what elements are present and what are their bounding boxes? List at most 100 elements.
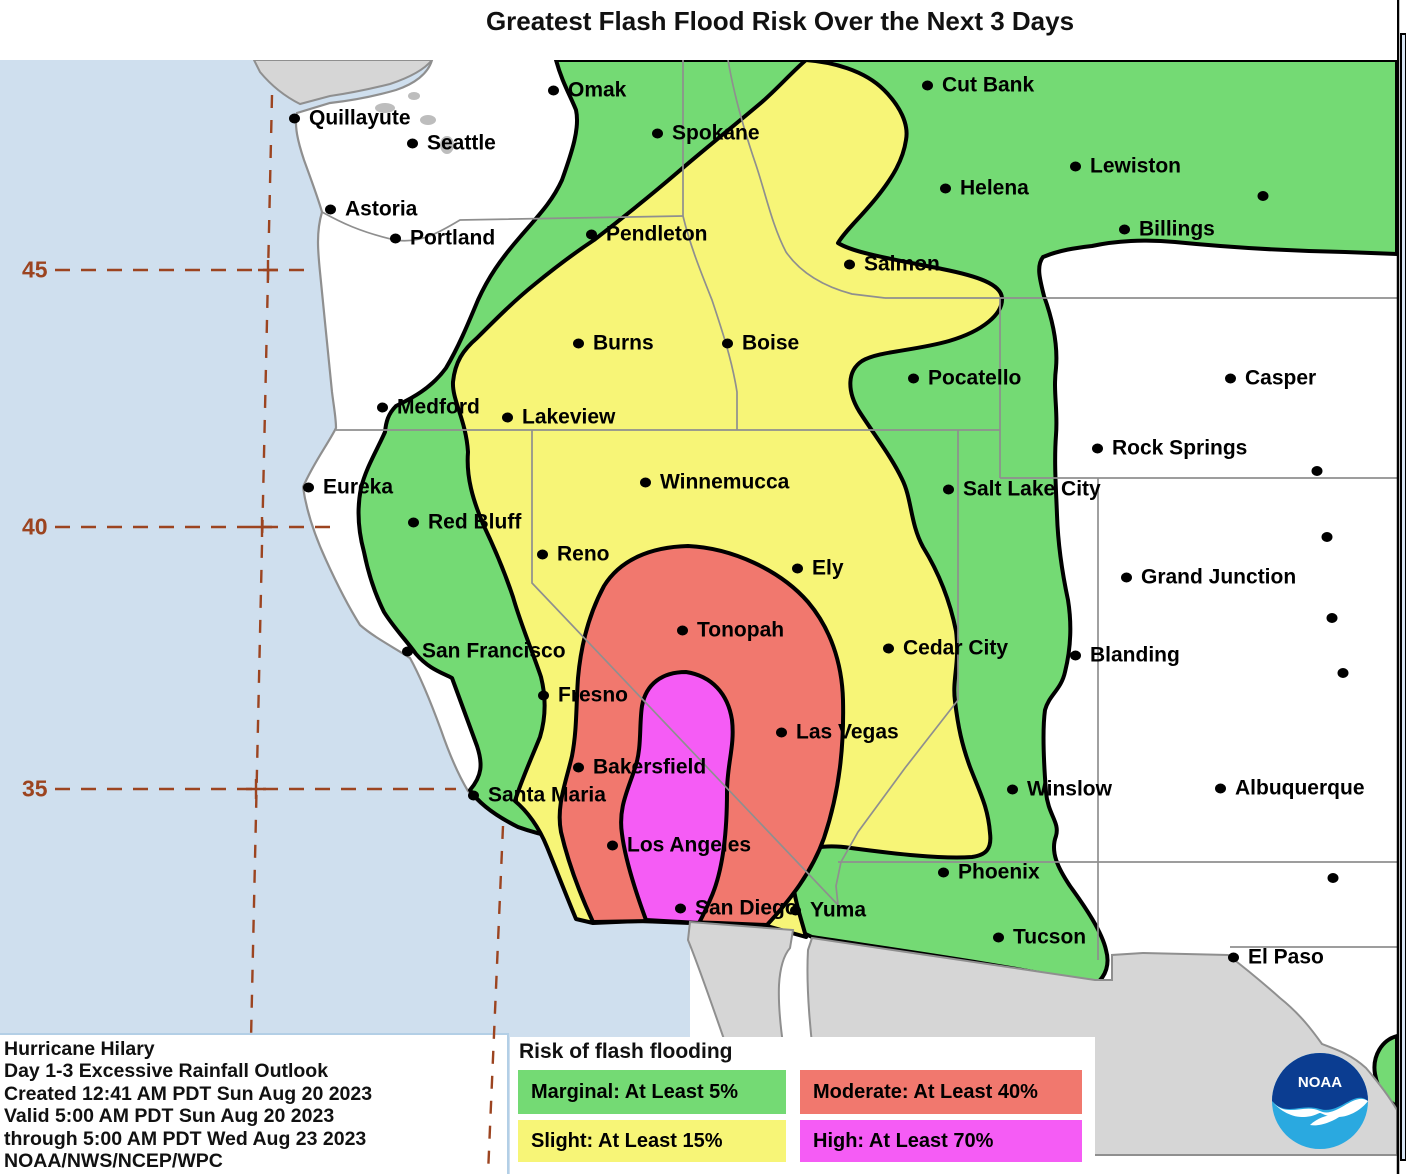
city-label: Helena bbox=[960, 176, 1029, 200]
city-label: Pendleton bbox=[606, 222, 708, 246]
city-label: Medford bbox=[397, 395, 480, 419]
city-dot-unlabeled bbox=[1327, 873, 1339, 883]
city-dot-unlabeled bbox=[1257, 191, 1269, 201]
city-dot bbox=[883, 643, 894, 653]
city-marker: Winslow bbox=[1007, 779, 1112, 800]
city-dot bbox=[792, 563, 803, 573]
city-label: Eureka bbox=[323, 475, 394, 499]
city-dot bbox=[640, 477, 651, 487]
city-dot bbox=[1007, 784, 1018, 794]
city-label: Winnemucca bbox=[660, 470, 790, 494]
city-dot-unlabeled bbox=[1326, 613, 1338, 623]
city-marker: Omak bbox=[548, 80, 626, 101]
city-label: Winslow bbox=[1027, 777, 1112, 801]
city-marker: Astoria bbox=[325, 199, 417, 220]
info-line: through 5:00 AM PDT Wed Aug 23 2023 bbox=[4, 1127, 367, 1150]
city-marker: Yuma bbox=[790, 900, 866, 921]
legend: Risk of flash flooding Marginal: At Leas… bbox=[510, 1037, 1095, 1174]
city-marker: Red Bluff bbox=[408, 512, 521, 533]
city-label: Casper bbox=[1245, 366, 1317, 390]
city-dot bbox=[722, 338, 733, 348]
city-marker: Tucson bbox=[993, 927, 1086, 948]
city-marker: Bakersfield bbox=[573, 757, 706, 778]
city-label: Tonopah bbox=[697, 618, 785, 642]
city-dot bbox=[938, 867, 949, 877]
city-dot bbox=[537, 549, 548, 559]
city-label: Blanding bbox=[1090, 643, 1180, 667]
city-label: Cut Bank bbox=[942, 73, 1035, 97]
city-dot bbox=[325, 204, 336, 214]
city-dot bbox=[1092, 443, 1103, 453]
city-label: Santa Maria bbox=[488, 783, 606, 807]
city-dot bbox=[502, 412, 513, 422]
city-dot bbox=[303, 482, 314, 492]
city-dot bbox=[289, 113, 300, 123]
city-dot bbox=[1215, 783, 1226, 793]
city-dot bbox=[790, 905, 801, 915]
city-dot bbox=[776, 727, 787, 737]
city-marker: Medford bbox=[377, 397, 480, 418]
city-dot bbox=[1121, 572, 1132, 582]
city-label: San Diego bbox=[695, 896, 798, 920]
city-dot-unlabeled bbox=[1311, 466, 1323, 476]
city-dot bbox=[940, 183, 951, 193]
city-marker: Cedar City bbox=[883, 638, 1008, 659]
city-dot bbox=[407, 138, 418, 148]
city-label: El Paso bbox=[1248, 945, 1324, 969]
state-borders bbox=[321, 59, 1397, 960]
city-label: Lewiston bbox=[1090, 154, 1182, 178]
city-dot bbox=[675, 903, 686, 913]
city-label: Yuma bbox=[810, 898, 867, 922]
city-marker: Reno bbox=[537, 544, 610, 565]
city-marker: El Paso bbox=[1228, 947, 1324, 968]
city-marker: Fresno bbox=[538, 685, 628, 706]
city-label: Billings bbox=[1139, 217, 1215, 241]
city-label: Red Bluff bbox=[428, 510, 522, 534]
city-marker: Las Vegas bbox=[776, 722, 899, 743]
city-label: Salmon bbox=[864, 252, 940, 276]
city-label: Phoenix bbox=[958, 860, 1040, 884]
city-label: Fresno bbox=[558, 683, 629, 707]
city-dot bbox=[468, 790, 479, 800]
latitude-label: 35 bbox=[22, 775, 48, 802]
city-label: Grand Junction bbox=[1141, 565, 1297, 589]
city-label: Pocatello bbox=[928, 366, 1022, 390]
noaa-logo-text: NOAA bbox=[1298, 1074, 1342, 1091]
city-marker: Billings bbox=[1119, 219, 1215, 240]
city-dot bbox=[390, 233, 401, 243]
city-label: Tucson bbox=[1013, 925, 1087, 949]
right-panel-edge bbox=[1396, 0, 1406, 1174]
city-marker: Grand Junction bbox=[1121, 567, 1296, 588]
city-label: Ely bbox=[812, 556, 844, 580]
city-dot bbox=[408, 517, 419, 527]
city-dot bbox=[548, 85, 559, 95]
city-label: Omak bbox=[568, 78, 627, 102]
latlon-gridlines bbox=[55, 94, 456, 1174]
city-label: Cedar City bbox=[903, 636, 1009, 660]
city-dot bbox=[538, 690, 549, 700]
product-info-box: Hurricane Hilary Day 1-3 Excessive Rainfa… bbox=[0, 1033, 509, 1174]
city-label: Reno bbox=[557, 542, 610, 566]
city-label: Burns bbox=[593, 331, 654, 355]
city-label: Astoria bbox=[345, 197, 418, 221]
city-marker: Eureka bbox=[303, 477, 393, 498]
legend-item: Moderate: At Least 40% bbox=[800, 1070, 1082, 1114]
city-dot bbox=[844, 259, 855, 269]
city-label: Portland bbox=[410, 226, 496, 250]
city-dot bbox=[922, 80, 933, 90]
city-dot bbox=[1070, 650, 1081, 660]
city-label: Quillayute bbox=[309, 106, 411, 130]
city-marker: Helena bbox=[940, 178, 1029, 199]
city-dot bbox=[573, 762, 584, 772]
city-dot bbox=[1070, 161, 1081, 171]
city-dot bbox=[586, 229, 597, 239]
page-title: Greatest Flash Flood Risk Over the Next … bbox=[485, 6, 1075, 36]
city-dot bbox=[993, 932, 1004, 942]
city-dot bbox=[908, 373, 919, 383]
city-label: Salt Lake City bbox=[963, 477, 1101, 501]
city-dot bbox=[677, 625, 688, 635]
city-dot bbox=[1225, 373, 1236, 383]
city-marker: Ely bbox=[792, 558, 844, 579]
city-marker: Rock Springs bbox=[1092, 438, 1247, 459]
